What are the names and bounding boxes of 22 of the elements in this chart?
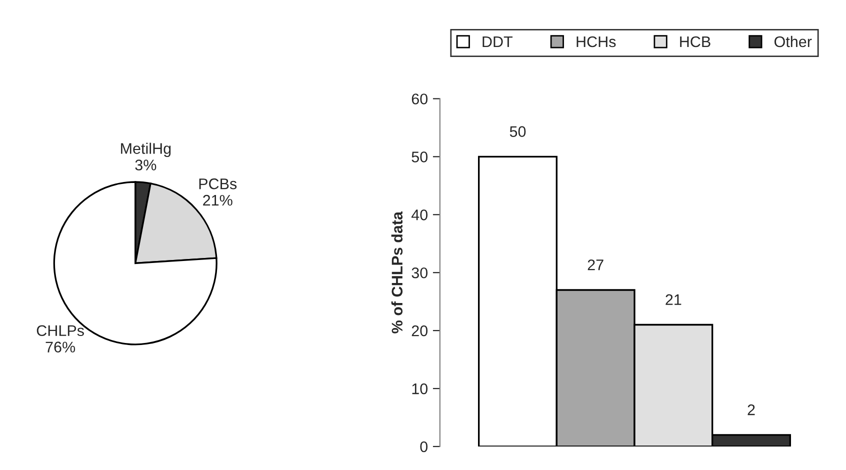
y-tick-label: 0 xyxy=(420,441,428,452)
legend-label: HCHs xyxy=(576,36,616,48)
legend-label: Other xyxy=(774,36,812,48)
data-label: 3% xyxy=(135,160,156,170)
legend-label: HCB xyxy=(680,36,710,48)
data-label: 21% xyxy=(203,194,232,206)
y-tick-label: 60 xyxy=(412,94,428,104)
y-tick-label: 40 xyxy=(411,210,428,220)
data-label: 2 xyxy=(748,404,755,416)
y-tick-label: 50 xyxy=(412,152,428,162)
data-label: 76% xyxy=(46,342,76,352)
y-tick-label: 30 xyxy=(412,267,428,278)
slice-label: MetilHg xyxy=(121,142,171,157)
y-tick-label: 10 xyxy=(412,383,428,394)
legend-label: DDT xyxy=(482,36,513,47)
data-label: 50 xyxy=(510,126,526,137)
slice-label: PCBs xyxy=(199,178,237,190)
slice-label: CHLPs xyxy=(36,325,84,336)
y-tick-label: 20 xyxy=(412,325,428,336)
data-label: 27 xyxy=(588,259,604,270)
data-label: 21 xyxy=(666,294,682,305)
y-axis-title: % of CHLPs data xyxy=(391,211,403,334)
